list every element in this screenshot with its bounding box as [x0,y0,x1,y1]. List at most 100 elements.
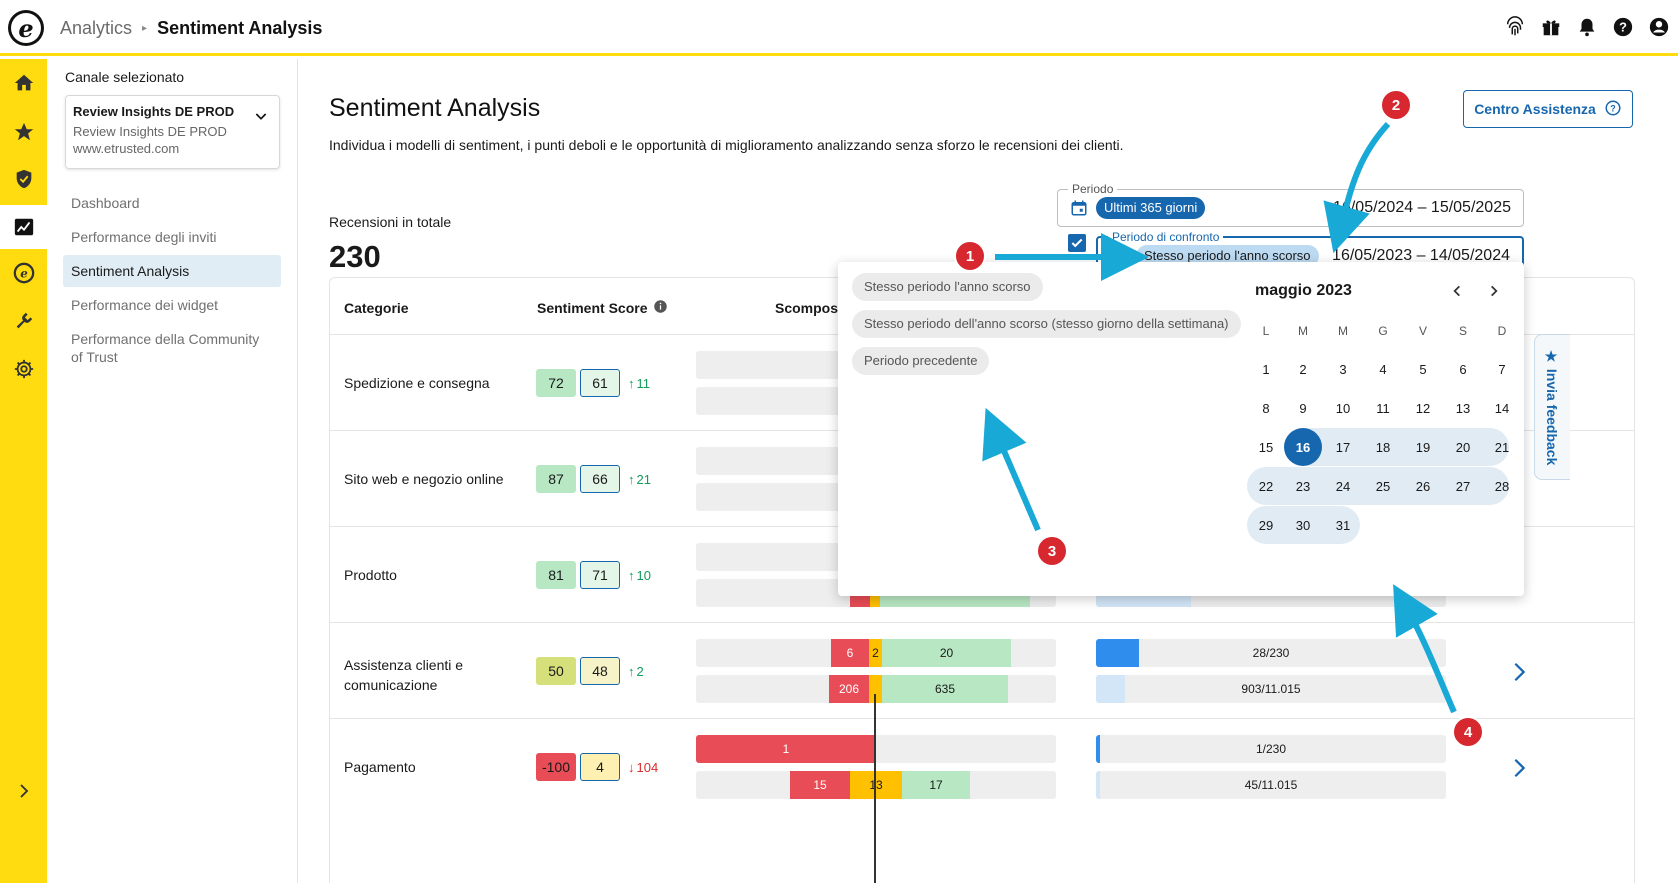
calendar-day[interactable]: 16 [1284,428,1322,466]
sidebar-item-widget-performance[interactable]: Performance dei widget [71,297,219,313]
calendar-day[interactable]: 5 [1419,361,1427,377]
chevron-right-icon[interactable] [1508,659,1530,690]
volume-bar-current: 28/230 [1096,639,1446,667]
calendar-day[interactable]: 31 [1335,517,1351,533]
calendar-day[interactable]: 12 [1415,400,1431,416]
star-icon[interactable] [0,110,47,154]
calendar-day[interactable]: 24 [1335,478,1351,494]
score-delta: ↑ 21 [628,472,651,487]
calendar-day[interactable]: 18 [1375,439,1391,455]
positive-segment: 17 [902,771,970,799]
breakdown-bar-previous: 15 13 17 [696,771,1056,799]
preset-same-period-last-year[interactable]: Stesso periodo l'anno scorso [852,273,1043,301]
sidebar-item-dashboard[interactable]: Dashboard [71,195,140,211]
current-score: 50 [536,657,576,685]
page-description: Individua i modelli di sentiment, i punt… [329,137,1124,153]
calendar-day[interactable]: 4 [1379,361,1387,377]
feedback-label: ★ Invia feedback [1544,349,1560,466]
chevron-right-icon[interactable] [1508,755,1530,786]
feedback-tab[interactable]: ★ Invia feedback [1534,334,1570,480]
gift-icon[interactable] [1538,14,1564,40]
arrow-up-icon: ↑ [628,472,635,487]
sidebar-item-community-of-trust[interactable]: Performance della Community of Trust [71,331,260,365]
compare-checkbox[interactable] [1068,234,1086,252]
calendar-day[interactable]: 22 [1258,478,1274,494]
calendar-day[interactable]: 9 [1299,400,1307,416]
current-score: 87 [536,465,576,493]
table-row[interactable]: Assistenza clienti e comunicazione 50 48… [330,622,1634,725]
bell-icon[interactable] [1574,14,1600,40]
channel-url: www.etrusted.com [73,141,180,156]
calendar-day[interactable]: 17 [1335,439,1351,455]
preset-previous-period[interactable]: Periodo precedente [852,347,990,375]
svg-text:e: e [20,267,28,281]
calendar-day[interactable]: 20 [1455,439,1471,455]
top-bar: e Analytics ▸ Sentiment Analysis ? [0,0,1678,56]
preset-same-period-last-year-weekday[interactable]: Stesso periodo dell'anno scorso (stesso … [852,310,1241,338]
svg-text:?: ? [1619,20,1627,35]
analytics-icon[interactable] [0,205,47,249]
info-icon[interactable] [653,299,668,317]
breadcrumb: Analytics ▸ Sentiment Analysis [60,18,322,39]
settings-icon[interactable] [0,347,47,391]
help-center-button[interactable]: Centro Assistenza ? [1463,90,1633,128]
calendar-day[interactable]: 27 [1455,478,1471,494]
calendar-icon [1070,198,1088,223]
volume-fill [1096,639,1139,667]
breadcrumb-parent[interactable]: Analytics [60,18,133,38]
compare-chip[interactable]: Stesso periodo l'anno scorso [1136,245,1319,267]
calendar-day[interactable]: 10 [1335,400,1351,416]
score-delta: ↑ 10 [628,568,651,583]
calendar-day[interactable]: 7 [1498,361,1506,377]
sidebar-item-invite-performance[interactable]: Performance degli inviti [71,229,217,245]
volume-label: 1/230 [1255,742,1287,756]
etrusted-icon[interactable]: e [0,251,47,295]
arrow-to-calendar [1393,584,1457,714]
expand-rail-chevron-icon[interactable] [0,769,47,813]
account-icon[interactable] [1646,14,1672,40]
calendar-day[interactable]: 11 [1376,400,1390,416]
calendar-day[interactable]: 21 [1494,439,1510,455]
channel-selector[interactable]: Review Insights DE PROD Review Insights … [65,95,280,169]
table-row[interactable]: Pagamento -100 4 ↓104 1 15 13 17 1/230 4… [330,718,1634,821]
calendar-day[interactable]: 1 [1262,361,1270,377]
period-chip[interactable]: Ultimi 365 giorni [1096,197,1206,219]
period-dates: 16/05/2024 – 15/05/2025 [1333,199,1511,216]
home-icon[interactable] [0,61,47,105]
calendar-day[interactable]: 6 [1459,361,1467,377]
calendar-day[interactable]: 13 [1455,400,1471,416]
calendar-day[interactable]: 19 [1415,439,1431,455]
chevron-right-icon[interactable] [1483,280,1505,302]
calendar-day[interactable]: 15 [1258,439,1274,455]
current-score: 81 [536,561,576,589]
calendar-day[interactable]: 3 [1339,361,1347,377]
calendar-day[interactable]: 2 [1299,361,1307,377]
chevron-left-icon[interactable] [1446,280,1468,302]
volume-fill [1096,735,1100,763]
row-category-name: Spedizione e consegna [344,375,490,391]
calendar-day[interactable]: 29 [1258,517,1274,533]
period-field[interactable]: Periodo Ultimi 365 giorni 16/05/2024 – 1… [1057,182,1524,227]
help-icon[interactable]: ? [1610,14,1636,40]
weekday-header: G [1378,324,1388,338]
calendar-day[interactable]: 14 [1494,400,1510,416]
arrow-up-icon: ↑ [628,664,635,679]
breakdown-zero-line [874,694,876,883]
chevron-down-icon [253,108,269,129]
calendar-day[interactable]: 8 [1262,400,1270,416]
calendar-day[interactable]: 26 [1415,478,1431,494]
channel-label: Canale selezionato [65,69,185,85]
calendar-day[interactable]: 28 [1494,478,1510,494]
row-category-name: Assistenza clienti e comunicazione [344,657,464,693]
header-sentiment-score-label: Sentiment Score [537,300,648,316]
reviews-total-value: 230 [329,239,381,274]
calendar-day[interactable]: 30 [1295,517,1311,533]
calendar-day[interactable]: 23 [1295,478,1311,494]
previous-score: 66 [580,465,620,493]
shield-icon[interactable] [0,157,47,201]
plugin-icon[interactable] [0,299,47,343]
sidebar-item-sentiment-analysis[interactable]: Sentiment Analysis [63,255,281,287]
etrusted-logo[interactable]: e [8,10,44,46]
fingerprint-icon[interactable] [1502,14,1528,40]
calendar-day[interactable]: 25 [1375,478,1391,494]
